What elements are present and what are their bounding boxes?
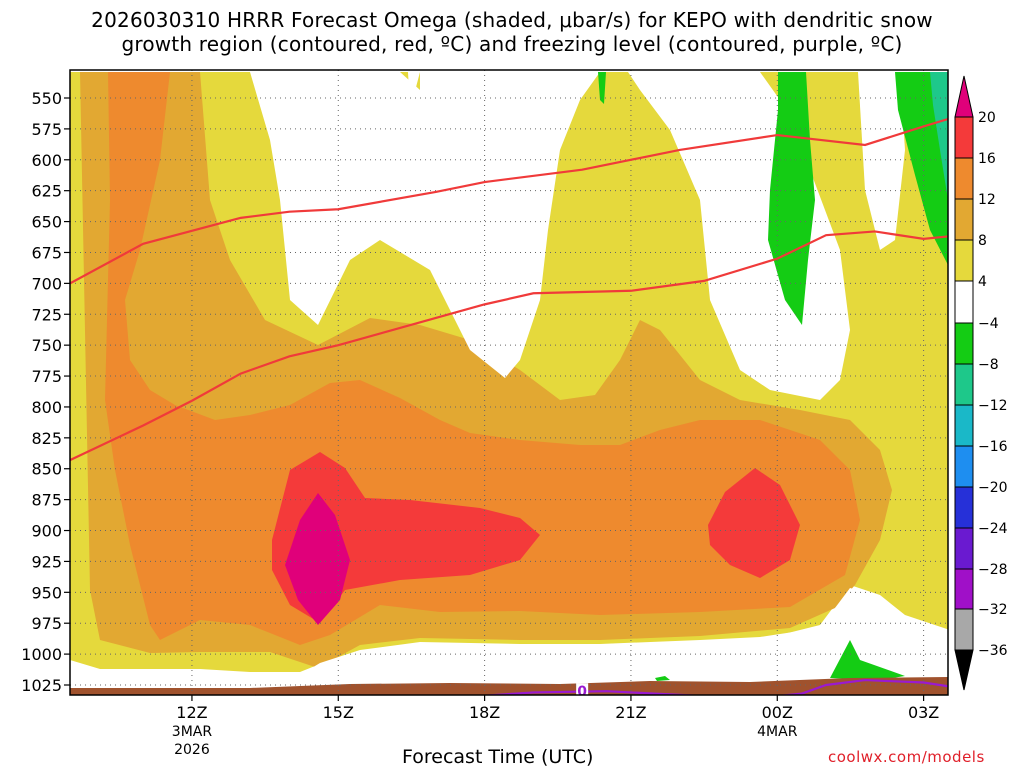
omega-m8-m4-far-right bbox=[895, 72, 948, 265]
omega-near-zero-top bbox=[250, 72, 600, 378]
title-line-1: 2026030310 HRRR Forecast Omega (shaded, … bbox=[91, 8, 933, 32]
omega-m8-m4-surface-small bbox=[655, 676, 670, 681]
y-tick-label: 975 bbox=[31, 614, 62, 633]
plot-frame bbox=[69, 69, 949, 696]
colorbar: 20 16 12 8 4 −4 −8 −12 −16 −20 −24 −28 −32 −36 bbox=[954, 75, 1008, 691]
freezing-level-contour bbox=[478, 678, 948, 695]
colorbar-segment bbox=[954, 527, 974, 570]
colorbar-segment bbox=[954, 280, 974, 324]
y-axis: 550 575 600 625 650 675 700 725 750 775 800 825 850 8… bbox=[21, 89, 70, 695]
colorbar-segment bbox=[954, 239, 974, 282]
y-tick-label: 600 bbox=[31, 151, 62, 170]
freezing-level-label: 0 bbox=[577, 684, 587, 700]
x-axis: 12Z 3MAR 2026 15Z 18Z 21Z 00Z 4MAR 03Z bbox=[172, 695, 939, 758]
page-title: 2026030310 HRRR Forecast Omega (shaded, … bbox=[0, 8, 1024, 56]
y-tick-label: 875 bbox=[31, 491, 62, 510]
y-tick-label: 550 bbox=[31, 89, 62, 108]
colorbar-label: 20 bbox=[978, 110, 996, 126]
freezing-level-label-bg bbox=[576, 683, 589, 695]
omega-gt20-core bbox=[285, 493, 350, 625]
credit-link[interactable]: coolwx.com/models bbox=[828, 748, 985, 766]
omega-near-zero-notch bbox=[858, 72, 905, 250]
colorbar-top-arrow bbox=[954, 75, 974, 118]
colorbar-segment bbox=[954, 322, 974, 365]
colorbar-label: 4 bbox=[978, 274, 987, 290]
dgz-contour-upper bbox=[70, 117, 948, 285]
colorbar-label: 8 bbox=[978, 233, 987, 249]
y-tick-label: 700 bbox=[31, 274, 62, 293]
y-tick-label: 1025 bbox=[21, 676, 62, 695]
x-tick-label: 21Z bbox=[615, 703, 646, 722]
colorbar-label: 16 bbox=[978, 151, 996, 167]
y-tick-label: 950 bbox=[31, 583, 62, 602]
y-tick-label: 775 bbox=[31, 367, 62, 386]
colorbar-label: −28 bbox=[978, 562, 1008, 578]
y-tick-label: 900 bbox=[31, 522, 62, 541]
colorbar-segment bbox=[954, 404, 974, 447]
x-tick-label: 15Z bbox=[323, 703, 354, 722]
y-tick-label: 750 bbox=[31, 336, 62, 355]
y-tick-label: 800 bbox=[31, 398, 62, 417]
x-tick-label: 00Z bbox=[762, 703, 793, 722]
y-tick-label: 850 bbox=[31, 460, 62, 479]
colorbar-segment bbox=[954, 116, 974, 159]
omega-near-zero-bottom bbox=[70, 588, 948, 695]
colorbar-label: −24 bbox=[978, 521, 1008, 537]
x-tick-sublabel: 3MAR bbox=[172, 724, 213, 740]
colorbar-segment bbox=[954, 157, 974, 200]
colorbar-segment bbox=[954, 198, 974, 241]
colorbar-segment bbox=[954, 445, 974, 488]
omega-m12-m8-edge bbox=[930, 72, 948, 200]
colorbar-segment bbox=[954, 568, 974, 610]
colorbar-label: −32 bbox=[978, 602, 1008, 618]
y-tick-label: 675 bbox=[31, 243, 62, 262]
grid-lines bbox=[70, 70, 948, 695]
y-tick-label: 925 bbox=[31, 552, 62, 571]
colorbar-segment bbox=[954, 486, 974, 529]
colorbar-label: −12 bbox=[978, 398, 1008, 414]
dgz-contour-lower bbox=[70, 230, 948, 462]
x-tick-label: 03Z bbox=[908, 703, 939, 722]
x-axis-title: Forecast Time (UTC) bbox=[402, 746, 594, 768]
colorbar-label: −20 bbox=[978, 480, 1008, 496]
colorbar-label: −16 bbox=[978, 439, 1008, 455]
title-line-2: growth region (contoured, red, ºC) and f… bbox=[121, 32, 903, 56]
colorbar-segment bbox=[954, 608, 974, 651]
colorbar-label: −8 bbox=[978, 357, 999, 373]
y-tick-label: 1000 bbox=[21, 645, 62, 664]
omega-m8-m4-sliver bbox=[598, 72, 606, 104]
colorbar-bottom-arrow bbox=[954, 649, 974, 691]
y-tick-label: 625 bbox=[31, 182, 62, 201]
colorbar-label: −4 bbox=[978, 316, 999, 332]
x-tick-label: 18Z bbox=[469, 703, 500, 722]
colorbar-segment bbox=[954, 363, 974, 406]
colorbar-label: 12 bbox=[978, 192, 996, 208]
terrain bbox=[70, 677, 948, 695]
x-tick-sublabel-2: 2026 bbox=[174, 742, 210, 758]
contour-lines: 0 bbox=[70, 117, 948, 700]
x-tick-sublabel: 4MAR bbox=[757, 724, 798, 740]
omega-shading bbox=[70, 72, 948, 695]
y-tick-label: 575 bbox=[31, 120, 62, 139]
omega-m8-m4-surface bbox=[830, 640, 905, 680]
y-tick-label: 650 bbox=[31, 213, 62, 232]
colorbar-label: −36 bbox=[978, 643, 1008, 659]
x-tick-label: 12Z bbox=[176, 703, 207, 722]
y-tick-label: 825 bbox=[31, 429, 62, 448]
y-tick-label: 725 bbox=[31, 305, 62, 324]
